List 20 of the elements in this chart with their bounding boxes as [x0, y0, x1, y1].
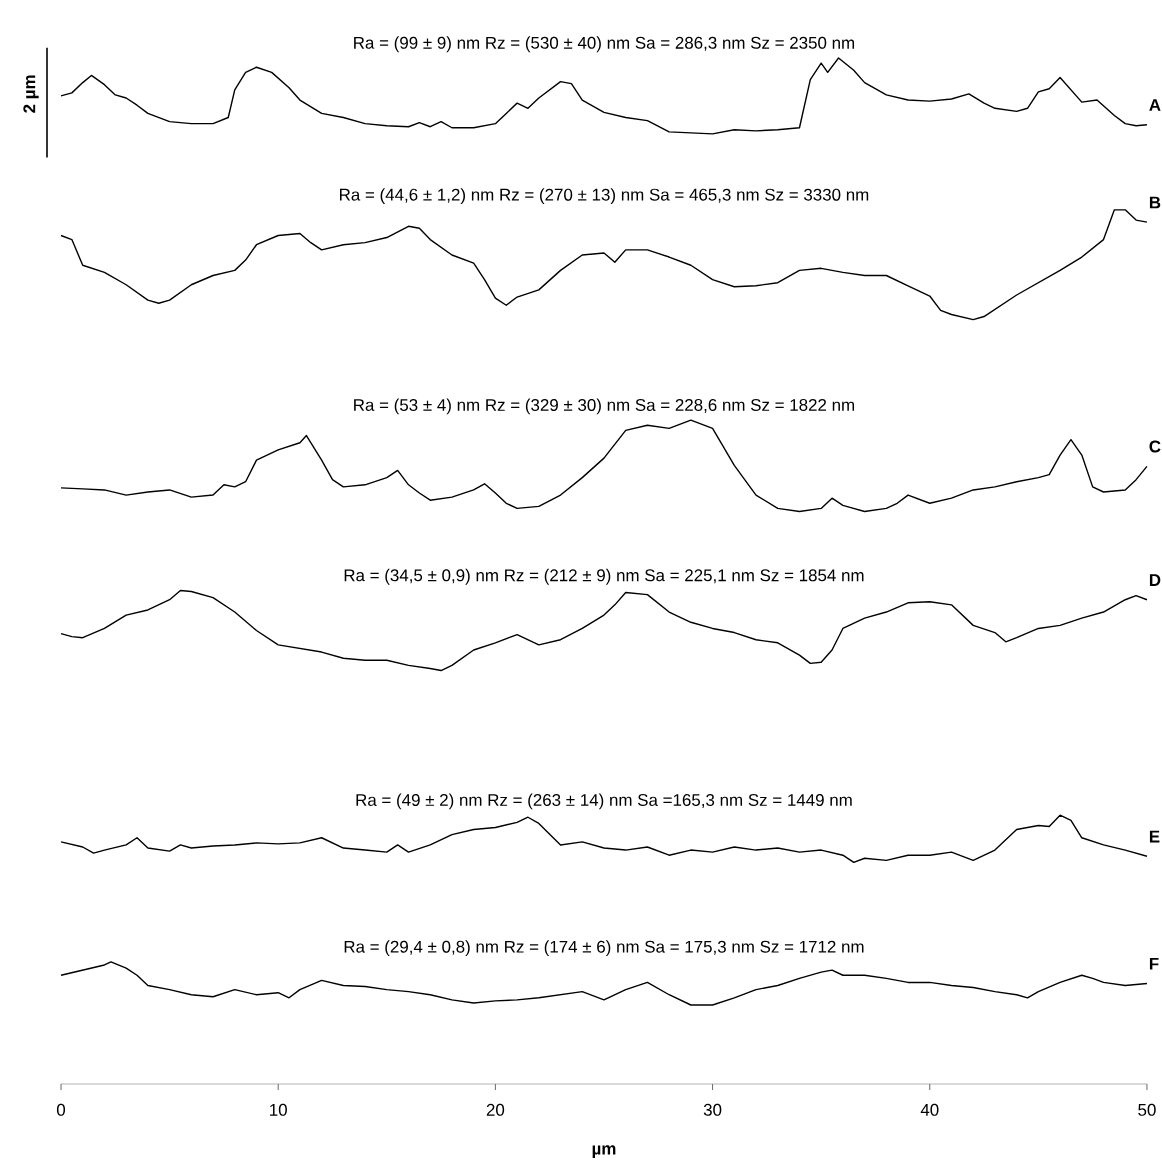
annotation: Ra = (49 ± 2) nm Rz = (263 ± 14) nm Sa =165,3 nm Sz = 1449 nm	[356, 793, 852, 810]
series-label: E	[1149, 830, 1160, 843]
series-label: D	[1149, 574, 1161, 586]
x-tick-label: 30	[703, 1103, 722, 1116]
text: Ra = (99 ± 9) nm Rz = (530 ± 40) nm Sa = 286,3 nm Sz = 2350 nm	[354, 36, 855, 53]
series-label: C	[1149, 440, 1161, 453]
x-axis-title: µm	[592, 1145, 616, 1158]
series-label: F	[1149, 957, 1159, 970]
annotation: Ra = (44,6 ± 1,2) nm Rz = (270 ± 13) nm Sa = 465,3 nm Sz = 3330 nm	[340, 188, 869, 204]
series-label: A	[1149, 99, 1161, 111]
text: 2 µm	[23, 75, 39, 113]
x-tick-label: 10	[270, 1103, 287, 1116]
annotation: Ra = (34,5 ± 0,9) nm Rz = (212 ± 9) nm Sa = 225,1 nm Sz = 1854 nm	[344, 568, 864, 585]
x-tick-label: 50	[1138, 1103, 1156, 1116]
x-tick-label: 20	[486, 1103, 505, 1116]
x-tick-label: 0	[56, 1103, 66, 1116]
series-label: B	[1149, 196, 1161, 209]
annotation: Ra = (53 ± 4) nm Rz = (329 ± 30) nm Sa = 228,6 nm Sz = 1822 nm	[354, 398, 855, 415]
annotation: Ra = (29,4 ± 0,8) nm Rz = (174 ± 6) nm Sa = 175,3 nm Sz = 1712 nm	[344, 940, 864, 957]
x-tick-label: 40	[920, 1103, 939, 1116]
